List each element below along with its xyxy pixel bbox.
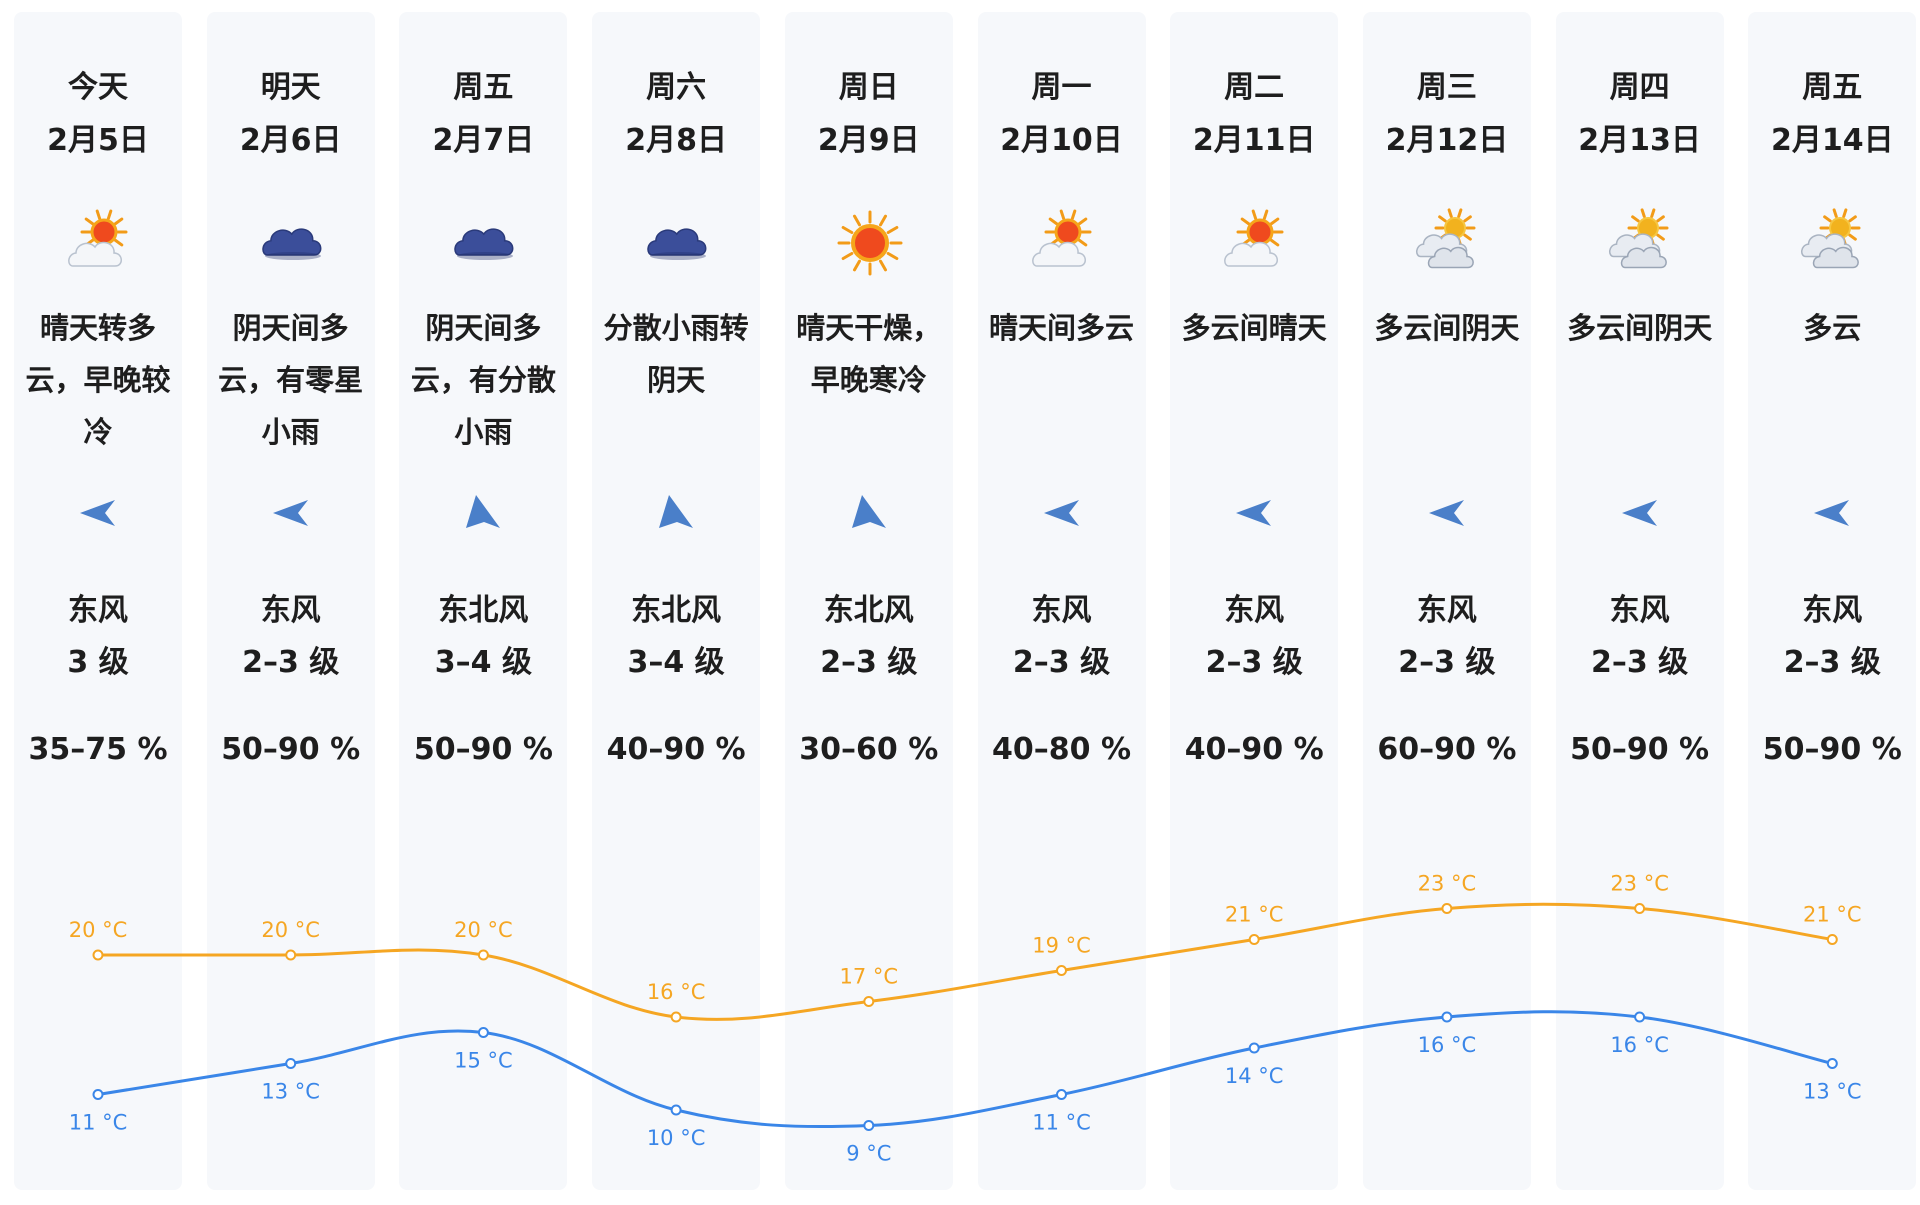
overcast-icon	[449, 208, 519, 278]
wind-level: 2–3 级	[242, 645, 340, 680]
wind-level: 2–3 级	[1205, 645, 1303, 680]
day-column: 周三 2月12日多云间阴天东风 2–3 级 60–90 %	[1362, 12, 1531, 1190]
wind-level: 2–3 级	[1590, 645, 1689, 680]
humidity-range: 30–60 %	[799, 732, 939, 767]
wind-arrow-left-icon	[77, 492, 119, 534]
wind-level: 3 级	[67, 645, 129, 680]
day-name: 周二	[1224, 70, 1285, 105]
wind-direction: 东风	[68, 593, 128, 628]
day-name: 周四	[1609, 70, 1670, 105]
day-column: 周六 2月8日分散小雨转阴天东北风 3–4 级 40–90 %	[592, 12, 761, 1190]
day-name: 周一	[1031, 70, 1092, 105]
day-name: 周三	[1416, 70, 1477, 105]
day-date: 2月10日	[1000, 123, 1123, 158]
weather-description: 晴天干燥，早晚寒冷	[796, 311, 942, 397]
weather-description: 多云间阴天	[1567, 311, 1713, 345]
day-name: 周五	[1802, 70, 1863, 105]
wind-direction: 东风	[1802, 593, 1863, 628]
day-date: 2月6日	[239, 123, 342, 158]
sun-cloud-icon	[64, 208, 134, 278]
weather-description: 阴天间多云，有分散小雨	[410, 311, 556, 449]
wind-direction: 东风	[1031, 593, 1092, 628]
day-column: 周一 2月10日晴天间多云东风 2–3 级 40–80 %	[977, 12, 1146, 1190]
wind-direction: 东风	[260, 593, 321, 628]
humidity-range: 40–80 %	[992, 732, 1131, 767]
wind-level: 2–3 级	[820, 645, 918, 680]
weather-description: 晴天间多云	[988, 311, 1134, 345]
overcast-icon	[642, 208, 712, 278]
day-column: 今天 2月5日晴天转多云，早晚较冷东风 3 级 35–75 %	[14, 12, 182, 1190]
weather-description: 阴天间多云，有零星小雨	[218, 311, 364, 449]
humidity-range: 50–90 %	[1762, 732, 1902, 767]
day-name: 明天	[260, 70, 321, 105]
weather-description: 晴天转多云，早晚较冷	[25, 311, 171, 449]
humidity-range: 40–90 %	[606, 732, 746, 767]
weather-description: 多云间晴天	[1181, 311, 1327, 345]
overcast-icon	[257, 208, 327, 278]
wind-arrow-left-icon	[1811, 492, 1853, 534]
day-date: 2月13日	[1578, 123, 1701, 158]
sun-cloud-icon	[1220, 208, 1290, 278]
day-date: 2月14日	[1770, 123, 1894, 158]
wind-arrow-left-icon	[270, 492, 312, 534]
day-date: 2月8日	[625, 123, 727, 158]
day-column: 周四 2月13日多云间阴天东风 2–3 级 50–90 %	[1555, 12, 1724, 1190]
sun-icon	[835, 208, 905, 278]
cloudy-sun-icon	[1413, 208, 1483, 278]
wind-arrow-northeast-icon	[462, 492, 504, 534]
sun-cloud-icon	[1028, 208, 1098, 278]
wind-level: 3–4 级	[627, 645, 725, 680]
day-date: 2月7日	[432, 123, 535, 158]
wind-direction: 东北风	[823, 593, 914, 628]
day-name: 今天	[68, 70, 128, 105]
wind-direction: 东风	[1224, 593, 1285, 628]
humidity-range: 50–90 %	[221, 732, 361, 767]
day-column: 周日 2月9日晴天干燥，早晚寒冷东北风 2–3 级 30–60 %	[784, 12, 953, 1190]
humidity-range: 35–75 %	[28, 732, 168, 767]
wind-arrow-left-icon	[1619, 492, 1661, 534]
wind-arrow-northeast-icon	[848, 492, 890, 534]
weather-description: 多云	[1803, 311, 1862, 345]
wind-arrow-left-icon	[1426, 492, 1468, 534]
day-column: 明天 2月6日阴天间多云，有零星小雨东风 2–3 级 50–90 %	[206, 12, 375, 1190]
cloudy-sun-icon	[1606, 208, 1676, 278]
day-name: 周六	[646, 70, 707, 105]
day-column: 周二 2月11日多云间晴天东风 2–3 级 40–90 %	[1170, 12, 1339, 1190]
day-date: 2月11日	[1192, 123, 1316, 158]
wind-arrow-left-icon	[1233, 492, 1275, 534]
wind-level: 2–3 级	[1783, 645, 1881, 680]
wind-level: 3–4 级	[434, 645, 532, 680]
day-column: 周五 2月14日多云东风 2–3 级 50–90 %	[1748, 12, 1917, 1190]
wind-level: 2–3 级	[1398, 645, 1496, 680]
wind-arrow-northeast-icon	[655, 492, 697, 534]
humidity-range: 40–90 %	[1184, 732, 1324, 767]
wind-direction: 东风	[1416, 593, 1477, 628]
humidity-range: 50–90 %	[413, 732, 553, 767]
wind-direction: 东北风	[438, 593, 529, 628]
day-name: 周五	[453, 70, 514, 105]
wind-arrow-left-icon	[1041, 492, 1083, 534]
day-date: 2月9日	[817, 123, 920, 158]
wind-direction: 东风	[1609, 593, 1670, 628]
humidity-range: 50–90 %	[1570, 732, 1710, 767]
cloudy-sun-icon	[1798, 208, 1868, 278]
day-date: 2月5日	[47, 123, 149, 158]
weather-description: 多云间阴天	[1374, 311, 1520, 345]
wind-level: 2–3 级	[1012, 645, 1111, 680]
day-date: 2月12日	[1385, 123, 1509, 158]
day-column: 周五 2月7日阴天间多云，有分散小雨东北风 3–4 级 50–90 %	[399, 12, 568, 1190]
day-name: 周日	[838, 70, 899, 105]
weather-description: 分散小雨转阴天	[603, 311, 749, 397]
wind-direction: 东北风	[631, 593, 722, 628]
humidity-range: 60–90 %	[1377, 732, 1517, 767]
